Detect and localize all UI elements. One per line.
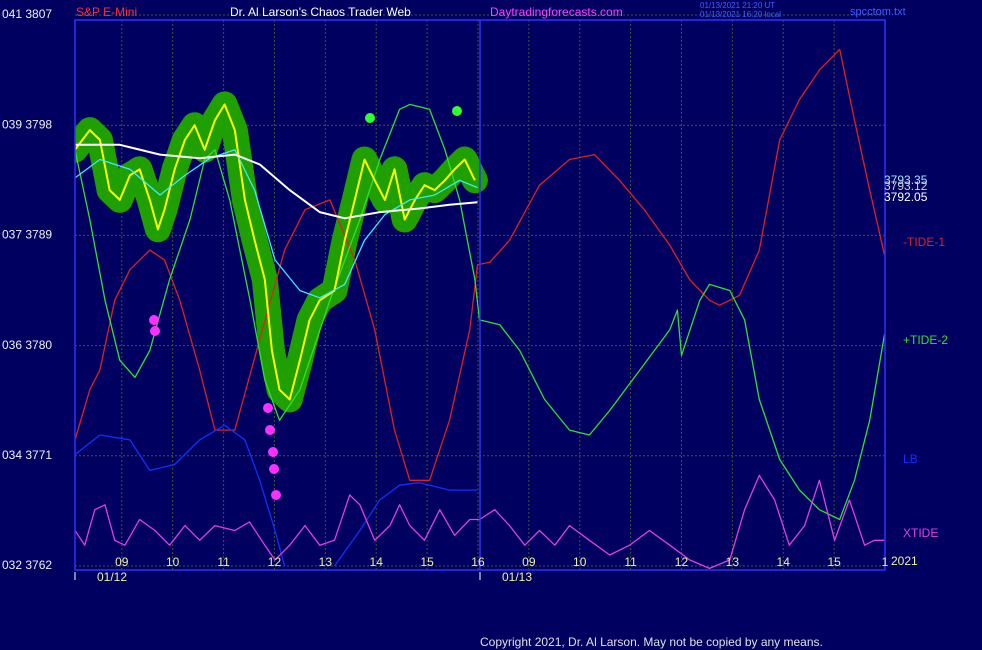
series-line (75, 474, 885, 570)
y-tick-label: 032 3762 (2, 558, 52, 572)
annotation: 3793.12 (884, 179, 928, 193)
annotation: Daytradingforecasts.com (490, 5, 623, 19)
x-tick-label: 11 (217, 555, 230, 569)
x-tick-label: 15 (420, 555, 434, 569)
signal-dot (265, 425, 275, 435)
labels: 041 3807 039 3798 037 3789 036 3780 034 3771… (2, 1, 948, 649)
signal-dot (268, 447, 278, 457)
y-tick-label: 036 3780 (2, 338, 52, 352)
annotation: S&P E-Mini (76, 5, 137, 19)
x-tick-label: 16 (471, 555, 485, 569)
x-tick-label: 12 (675, 555, 689, 569)
x-tick-label: 13 (726, 555, 740, 569)
legend-label: +TIDE-2 (903, 333, 948, 347)
x-tick-label: 14 (370, 555, 384, 569)
series-line (75, 143, 478, 220)
signal-dot (263, 403, 273, 413)
signal-dot (365, 113, 375, 123)
x-tick-label: 09 (115, 555, 129, 569)
x-tick-label: 14 (777, 555, 791, 569)
y-tick-label: 037 3789 (2, 228, 52, 242)
annotation: 3792.05 (884, 190, 928, 204)
y-tick-label: 041 3807 (2, 7, 52, 21)
x-tick-label: 13 (319, 555, 333, 569)
series-line (75, 424, 478, 567)
plot-area (75, 48, 885, 570)
legend-label: -TIDE-1 (903, 235, 945, 249)
chart-title: Dr. Al Larson's Chaos Trader Web (230, 5, 411, 19)
signal-dot (149, 315, 159, 325)
signal-dot (452, 106, 462, 116)
series-line (75, 103, 476, 401)
annotation: spcctom.txt (850, 6, 906, 18)
signal-dot (269, 464, 279, 474)
annotation: Copyright 2021, Dr. Al Larson. May not b… (480, 635, 823, 649)
annotation: 01/12 (97, 570, 127, 584)
x-tick-label: 15 (827, 555, 841, 569)
x-tick-label: 10 (166, 555, 180, 569)
x-tick-label: 09 (522, 555, 536, 569)
annotation: 01/13 (502, 570, 532, 584)
series-line (75, 149, 478, 299)
annotation: 3793.35 (884, 173, 928, 187)
x-tick-label: 11 (624, 555, 637, 569)
annotation: 2021 (891, 554, 918, 568)
x-tick-label: 10 (573, 555, 587, 569)
x-tick-label: 1 (882, 555, 889, 569)
signal-dots (149, 106, 462, 500)
series-line (75, 103, 885, 521)
legend-label: XTIDE (903, 526, 938, 540)
x-tick-label: 12 (268, 555, 282, 569)
signal-dot (150, 326, 160, 336)
y-tick-label: 039 3798 (2, 117, 52, 131)
series-line (75, 48, 885, 481)
legend-label: LB (903, 452, 918, 466)
signal-dot (271, 490, 281, 500)
annotation: 01/13/2021 16:20 local (700, 10, 781, 19)
y-tick-label: 034 3771 (2, 448, 52, 462)
annotation: 01/13/2021 21:20 UT (700, 1, 775, 10)
